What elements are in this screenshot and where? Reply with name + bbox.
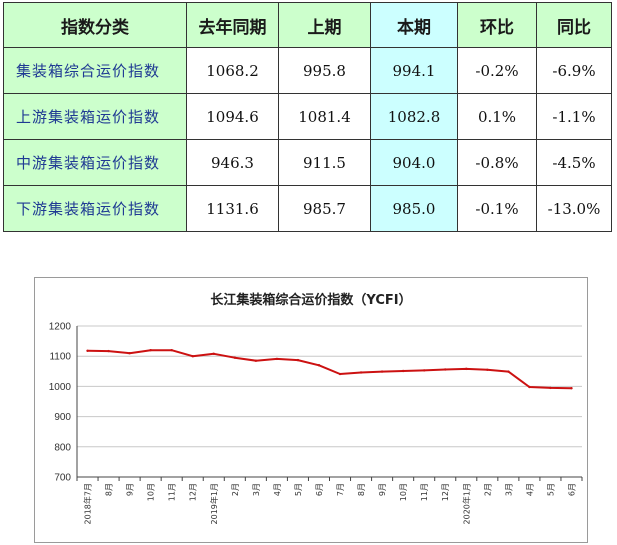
x-tick-label: 10月 bbox=[147, 483, 156, 501]
data-point bbox=[233, 356, 237, 359]
header-category: 指数分类 bbox=[3, 2, 187, 48]
cell-last: 995.8 bbox=[278, 47, 371, 94]
line-chart: 长江集装箱综合运价指数（YCFI） 700800900100011001200 … bbox=[49, 292, 583, 524]
table-row: 上游集装箱运价指数 1094.6 1081.4 1082.8 0.1% -1.1… bbox=[3, 93, 612, 140]
x-tick-label: 4月 bbox=[273, 483, 282, 496]
table-header-row: 指数分类 去年同期 上期 本期 环比 同比 bbox=[3, 2, 612, 48]
x-tick-label: 11月 bbox=[420, 483, 429, 501]
x-tick-label: 6月 bbox=[315, 483, 324, 496]
data-point bbox=[507, 370, 510, 373]
data-point bbox=[317, 364, 321, 367]
data-point bbox=[338, 372, 342, 376]
header-prev-year: 去年同期 bbox=[186, 2, 279, 48]
cell-last: 985.7 bbox=[278, 185, 371, 232]
cell-yoy: -6.9% bbox=[536, 47, 612, 94]
index-table: 指数分类 去年同期 上期 本期 环比 同比 集装箱综合运价指数 1068.2 9… bbox=[3, 2, 612, 232]
y-tick-label: 1100 bbox=[49, 352, 71, 363]
data-point bbox=[254, 359, 258, 362]
cell-current: 994.1 bbox=[370, 47, 458, 94]
axis-layer bbox=[76, 326, 583, 481]
cell-mom: -0.8% bbox=[457, 139, 537, 186]
cell-last: 1081.4 bbox=[278, 93, 371, 140]
table-row: 下游集装箱运价指数 1131.6 985.7 985.0 -0.1% -13.0… bbox=[3, 185, 612, 232]
x-tick-label: 2018年7月 bbox=[83, 483, 93, 524]
data-point bbox=[570, 387, 573, 390]
cell-current: 1082.8 bbox=[370, 93, 458, 140]
data-point bbox=[549, 386, 552, 390]
x-tick-label: 2月 bbox=[483, 483, 492, 496]
series-line bbox=[86, 349, 573, 390]
data-point bbox=[275, 357, 279, 361]
row-name: 下游集装箱运价指数 bbox=[3, 185, 187, 232]
data-point bbox=[212, 352, 215, 355]
data-point bbox=[296, 358, 300, 362]
x-tick-label: 5月 bbox=[294, 483, 303, 496]
cell-last: 911.5 bbox=[278, 139, 371, 186]
y-tick-label: 1200 bbox=[49, 322, 72, 333]
header-current: 本期 bbox=[370, 2, 458, 48]
cell-yoy: -1.1% bbox=[536, 93, 612, 140]
chart-title: 长江集装箱综合运价指数（YCFI） bbox=[210, 292, 411, 308]
cell-mom: -0.2% bbox=[457, 47, 537, 94]
data-point bbox=[528, 385, 531, 389]
data-point bbox=[86, 349, 89, 352]
row-name: 集装箱综合运价指数 bbox=[3, 47, 187, 94]
chart-frame: 长江集装箱综合运价指数（YCFI） 700 800 900 1000 1100 1200 … bbox=[34, 277, 588, 543]
x-tick-label: 10月 bbox=[399, 483, 408, 501]
x-tick-label: 3月 bbox=[504, 483, 513, 496]
data-point bbox=[422, 369, 426, 372]
x-tick-label: 8月 bbox=[105, 483, 114, 496]
data-point bbox=[465, 367, 468, 371]
data-point bbox=[170, 348, 173, 352]
data-point bbox=[191, 355, 194, 358]
cell-current: 904.0 bbox=[370, 139, 458, 186]
x-tick-label: 8月 bbox=[357, 483, 366, 496]
x-tick-label: 2月 bbox=[231, 483, 240, 496]
cell-current: 985.0 bbox=[370, 185, 458, 232]
x-tick-label: 12月 bbox=[189, 483, 198, 501]
header-yoy: 同比 bbox=[536, 2, 612, 48]
data-point bbox=[149, 348, 152, 352]
x-tick-label: 4月 bbox=[525, 483, 534, 496]
cell-mom: 0.1% bbox=[457, 93, 537, 140]
grid-layer bbox=[77, 325, 582, 448]
data-point bbox=[359, 371, 363, 374]
y-tick-label: 700 bbox=[54, 473, 71, 484]
x-tick-label: 9月 bbox=[378, 483, 387, 496]
x-axis-ticks: 2018年7月 8月 9月 10月 11月 12月 2019年1月 2月 3月 4月 5月 6月 7月 8… bbox=[83, 483, 577, 524]
data-point bbox=[444, 368, 447, 371]
table-row: 中游集装箱运价指数 946.3 911.5 904.0 -0.8% -4.5% bbox=[3, 139, 612, 186]
x-tick-label: 9月 bbox=[126, 483, 135, 496]
row-name: 上游集装箱运价指数 bbox=[3, 93, 187, 140]
x-tick-label: 12月 bbox=[441, 483, 450, 501]
y-tick-label: 800 bbox=[54, 442, 71, 453]
x-tick-label: 6月 bbox=[567, 483, 576, 496]
header-mom: 环比 bbox=[457, 2, 537, 48]
cell-yoy: -4.5% bbox=[536, 139, 612, 186]
x-tick-label: 2019年1月 bbox=[209, 483, 219, 524]
y-tick-label: 1000 bbox=[49, 382, 72, 393]
data-point bbox=[128, 351, 131, 355]
cell-mom: -0.1% bbox=[457, 185, 537, 232]
cell-prev-year: 1094.6 bbox=[186, 93, 279, 140]
data-point bbox=[401, 369, 405, 373]
row-name: 中游集装箱运价指数 bbox=[3, 139, 187, 186]
header-last: 上期 bbox=[278, 2, 371, 48]
y-axis-ticks: 700 800 900 1000 1100 1200 bbox=[49, 322, 72, 484]
data-point bbox=[486, 368, 489, 371]
data-point bbox=[380, 370, 384, 373]
series-layer bbox=[86, 348, 573, 390]
cell-prev-year: 1068.2 bbox=[186, 47, 279, 94]
cell-prev-year: 1131.6 bbox=[186, 185, 279, 232]
cell-prev-year: 946.3 bbox=[186, 139, 279, 186]
x-tick-label: 7月 bbox=[336, 483, 345, 496]
cell-yoy: -13.0% bbox=[536, 185, 612, 232]
x-tick-label: 2020年1月 bbox=[461, 483, 471, 524]
y-tick-label: 900 bbox=[54, 412, 71, 423]
x-tick-label: 3月 bbox=[252, 483, 261, 496]
data-point bbox=[107, 349, 110, 353]
x-tick-label: 5月 bbox=[546, 483, 555, 496]
x-tick-label: 11月 bbox=[168, 483, 177, 501]
table-row: 集装箱综合运价指数 1068.2 995.8 994.1 -0.2% -6.9% bbox=[3, 47, 612, 94]
